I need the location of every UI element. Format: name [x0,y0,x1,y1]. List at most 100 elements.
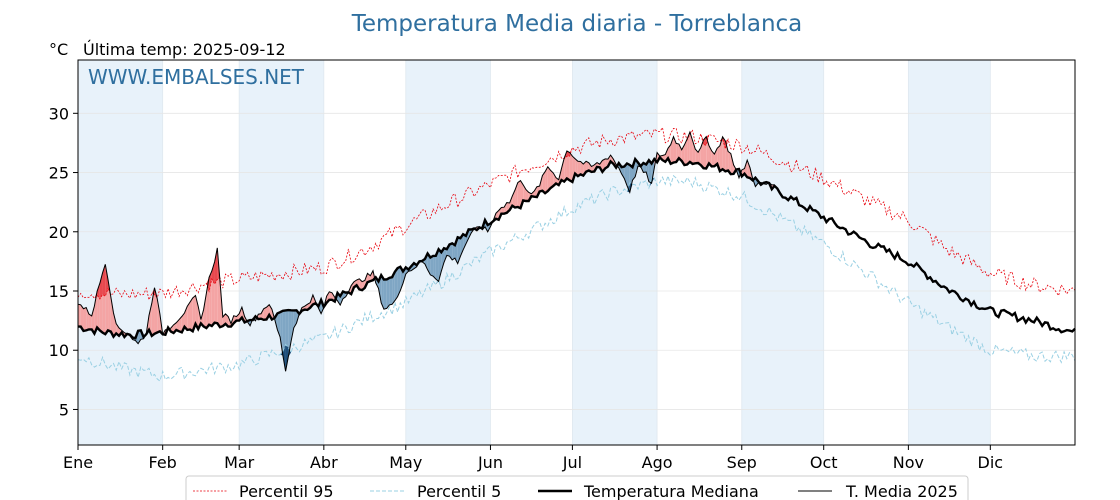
warm-anomaly-fill [525,189,529,201]
warm-anomaly-fill [329,291,333,300]
cold-anomaly-fill [430,255,434,277]
warm-anomaly-fill [179,316,182,333]
legend-p5-label: Percentil 5 [417,482,501,500]
x-axis: Ene Feb Mar Abr May Jun Jul Ago Sep Oct Nov Dic [63,445,1003,472]
warm-extreme-fill [211,261,215,285]
legend-box [185,475,969,500]
warm-anomaly-fill [187,302,190,330]
warm-anomaly-fill [359,278,363,291]
cold-anomaly-fill [392,271,395,305]
cold-anomaly-fill [433,255,436,280]
warm-anomaly-fill [149,303,152,336]
cold-anomaly-fill [427,253,431,275]
warm-anomaly-fill [566,151,570,181]
month-bands [78,60,991,445]
x-tick-label-abr: Abr [310,453,338,472]
x-tick-label-jun: Jun [477,453,503,472]
warm-anomaly-fill [189,297,193,332]
warm-anomaly-fill [91,306,95,334]
legend-p95-label: Percentil 95 [239,482,334,500]
cold-anomaly-fill [441,248,445,272]
month-band-jul [572,60,658,445]
median-line [78,155,1076,340]
cold-anomaly-fill [280,310,283,356]
cold-anomaly-fill [394,268,398,301]
month-band-nov [908,60,991,445]
month-band-ene [78,60,163,445]
warm-anomaly-fill [708,145,712,167]
y-tick-label-20: 20 [49,223,69,242]
warm-anomaly-fill [154,287,158,334]
warm-anomaly-fill [501,207,505,214]
warm-extreme-fill [102,264,106,297]
warm-anomaly-fill [586,161,589,172]
warm-extreme-fill [105,264,109,297]
warm-extreme-fill [214,247,218,285]
warm-anomaly-fill [747,160,750,179]
cold-anomaly-fill [621,166,625,179]
warm-anomaly-fill [192,295,196,332]
warm-anomaly-fill [94,291,98,334]
warm-anomaly-fill [517,180,521,209]
x-tick-label-may: May [389,453,422,472]
x-tick-label-feb: Feb [149,453,177,472]
current-year-line [77,130,775,372]
cold-anomaly-fill [444,248,447,263]
warm-anomaly-fill [534,186,537,198]
warm-anomaly-fill [719,136,723,172]
y-tick-label-30: 30 [49,104,69,123]
warm-extreme-fill [97,283,100,300]
warm-anomaly-fill [673,136,677,163]
y-tick-label-5: 5 [59,400,69,419]
x-tick-label-nov: Nov [893,453,924,472]
warm-anomaly-fill [88,314,92,330]
warm-anomaly-fill [577,161,581,177]
warm-anomaly-fill [263,307,267,320]
cold-extreme-fill [285,344,289,372]
warm-anomaly-fill [550,170,554,189]
warm-anomaly-fill [687,132,690,165]
month-band-mar [239,60,324,445]
unit-label: °C [49,40,68,59]
warm-anomaly-fill [678,144,682,161]
warm-anomaly-fill [504,202,507,214]
warm-anomaly-fill [113,313,117,337]
x-tick-label-mar: Mar [224,453,255,472]
warm-anomaly-fill [725,141,729,172]
warm-anomaly-fill [110,296,114,337]
grid [77,60,1075,445]
warm-extreme-fill [684,132,688,141]
chart-title: Temperatura Media diaria - Torreblanca [351,11,803,37]
cold-anomaly-fill [397,266,401,297]
warm-anomaly-fill [561,158,565,182]
warm-extreme-fill [703,136,707,146]
last-temp-label: Última temp: 2025-09-12 [83,40,286,59]
y-tick-label-15: 15 [49,282,69,301]
warm-anomaly-fill [203,293,207,329]
plot-frame [77,59,1076,446]
warm-anomaly-fill [575,158,578,177]
cold-anomaly-fill [452,243,455,260]
warm-extreme-fill [722,136,726,149]
cold-anomaly-fill [381,275,384,310]
cold-anomaly-fill [449,243,453,260]
percentile-5-line [77,174,1076,382]
warm-anomaly-fill [728,151,731,175]
y-tick-label-10: 10 [49,341,69,360]
cold-anomaly-fill [648,160,652,184]
cold-anomaly-fill [386,277,390,309]
x-tick-label-dic: Dic [978,453,1004,472]
legend-current-label: T. Media 2025 [845,482,958,500]
y-tick-label-25: 25 [49,164,69,183]
warm-anomaly-fill [542,171,546,194]
warm-anomaly-fill [545,166,548,194]
cold-anomaly-fill [389,277,393,305]
legend: Percentil 95 Percentil 5 Temperatura Med… [185,475,969,500]
warm-anomaly-fill [569,152,573,182]
cold-anomaly-fill [288,310,292,357]
legend-median-label: Temperatura Mediana [583,482,759,500]
month-band-sep [741,60,824,445]
warm-anomaly-fill [261,308,264,320]
warm-extreme-fill [99,272,103,300]
